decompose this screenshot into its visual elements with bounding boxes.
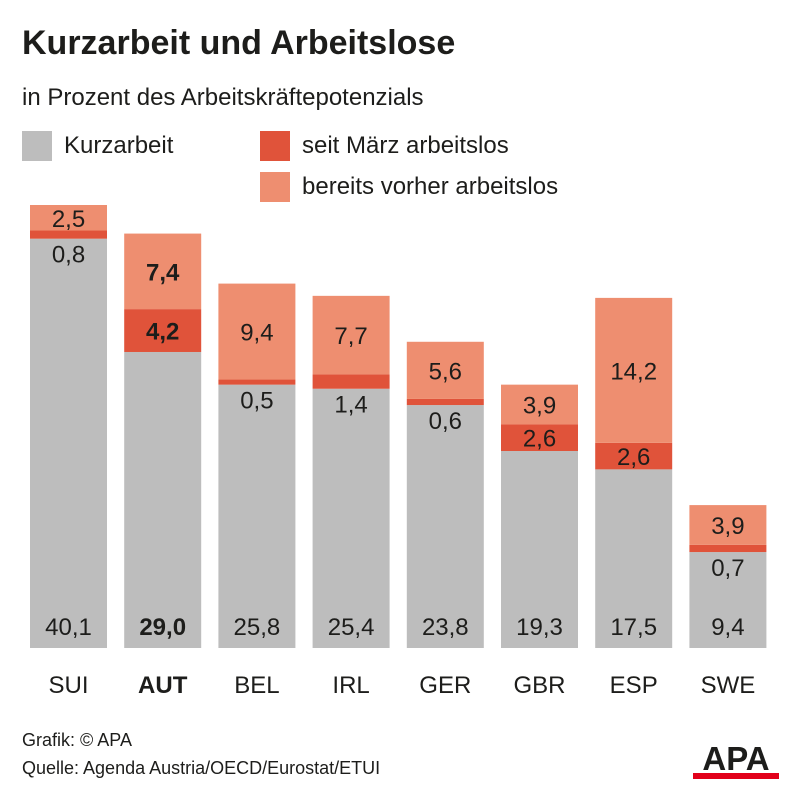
label-irl-bereits-vorher: 7,7 (334, 323, 367, 350)
label-irl-kurzarbeit: 25,4 (328, 614, 375, 641)
bar-aut-segment-1 (124, 309, 202, 352)
bar-bel-segment-2 (218, 283, 296, 380)
label-sui-kurzarbeit: 40,1 (45, 614, 92, 641)
category-label-ger: GER (419, 672, 471, 699)
legend-swatch-kurzarbeit (22, 131, 52, 161)
legend-item-kurzarbeit: Kurzarbeit (22, 131, 173, 161)
legend-label-kurzarbeit: Kurzarbeit (64, 132, 174, 159)
category-label-esp: ESP (610, 672, 658, 699)
bar-irl-segment-0 (312, 388, 390, 648)
bar-gbr-segment-0 (501, 450, 578, 648)
label-sui-seit-maerz: 0,8 (52, 242, 85, 269)
label-ger-bereits-vorher: 5,6 (429, 358, 462, 385)
bar-ger-segment-2 (406, 341, 484, 399)
bar-aut-segment-2 (124, 233, 202, 310)
bar-ger-segment-0 (406, 405, 484, 648)
label-esp-bereits-vorher: 14,2 (610, 358, 657, 385)
bar-gbr-segment-2 (501, 384, 578, 425)
bar-irl-segment-2 (312, 295, 390, 375)
footer-source: Quelle: Agenda Austria/OECD/Eurostat/ETU… (22, 758, 381, 778)
bar-swe-segment-1 (689, 544, 767, 553)
bar-irl-segment-1 (312, 374, 390, 389)
label-esp-kurzarbeit: 17,5 (610, 614, 657, 641)
category-label-aut: AUT (138, 672, 188, 699)
label-esp-seit-maerz: 2,6 (617, 444, 650, 471)
label-sui-bereits-vorher: 2,5 (52, 206, 85, 233)
bar-esp-segment-2 (595, 297, 673, 443)
label-swe-bereits-vorher: 3,9 (711, 513, 744, 540)
legend-swatch-seit-maerz (260, 131, 290, 161)
label-gbr-kurzarbeit: 19,3 (516, 614, 563, 641)
legend-item-bereits-vorher: bereits vorher arbeitslos (260, 172, 558, 202)
legend-label-seit-maerz: seit März arbeitslos (302, 132, 509, 159)
legend-item-seit-maerz: seit März arbeitslos (260, 131, 509, 161)
category-label-swe: SWE (701, 672, 756, 699)
bar-sui-segment-2 (30, 205, 107, 231)
category-label-gbr: GBR (513, 672, 565, 699)
bar-swe-segment-0 (689, 552, 767, 648)
bar-sui-segment-0 (30, 238, 107, 648)
label-bel-kurzarbeit: 25,8 (234, 614, 281, 641)
label-irl-seit-maerz: 1,4 (334, 392, 367, 419)
stacked-bar-chart: 40,1 0,8 2,5 SUI 29,0 4,2 7,4 AUT 25,8 0,5 9,4 BEL 2… (30, 205, 767, 699)
label-ger-kurzarbeit: 23,8 (422, 614, 469, 641)
bar-bel-segment-1 (218, 379, 296, 385)
label-bel-seit-maerz: 0,5 (240, 388, 273, 415)
label-gbr-bereits-vorher: 3,9 (523, 393, 556, 420)
category-label-bel: BEL (234, 672, 279, 699)
legend-label-bereits-vorher: bereits vorher arbeitslos (302, 173, 559, 200)
label-gbr-seit-maerz: 2,6 (523, 426, 556, 453)
apa-logo-bar (693, 773, 779, 779)
category-label-irl: IRL (332, 672, 369, 699)
bar-esp-segment-1 (595, 442, 673, 470)
bar-gbr-segment-1 (501, 424, 578, 451)
label-aut-seit-maerz: 4,2 (146, 319, 179, 346)
label-ger-seit-maerz: 0,6 (429, 408, 462, 435)
bar-bel-segment-0 (218, 384, 296, 648)
label-aut-kurzarbeit: 29,0 (139, 614, 186, 641)
label-swe-kurzarbeit: 9,4 (711, 614, 744, 641)
chart-subtitle: in Prozent des Arbeitskräftepotenzials (22, 84, 424, 111)
bar-esp-segment-0 (595, 469, 673, 648)
apa-logo: APA (693, 740, 779, 779)
bar-sui-segment-1 (30, 230, 107, 239)
footer-credit: Grafik: © APA (22, 730, 132, 750)
apa-logo-text: APA (702, 740, 769, 777)
label-bel-bereits-vorher: 9,4 (240, 320, 273, 347)
legend-swatch-bereits-vorher (260, 172, 290, 202)
chart-title: Kurzarbeit und Arbeitslose (22, 24, 456, 62)
bar-aut-segment-0 (124, 351, 202, 648)
label-aut-bereits-vorher: 7,4 (146, 259, 180, 286)
label-swe-seit-maerz: 0,7 (711, 555, 744, 582)
bar-ger-segment-1 (406, 398, 484, 406)
bar-swe-segment-2 (689, 505, 767, 545)
category-label-sui: SUI (48, 672, 88, 699)
